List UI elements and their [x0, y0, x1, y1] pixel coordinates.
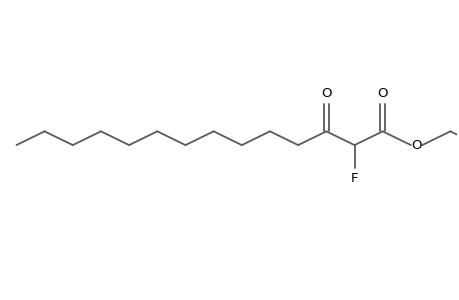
Text: O: O — [320, 87, 331, 101]
Text: O: O — [410, 139, 421, 152]
Text: O: O — [377, 87, 387, 101]
Text: F: F — [350, 172, 358, 185]
